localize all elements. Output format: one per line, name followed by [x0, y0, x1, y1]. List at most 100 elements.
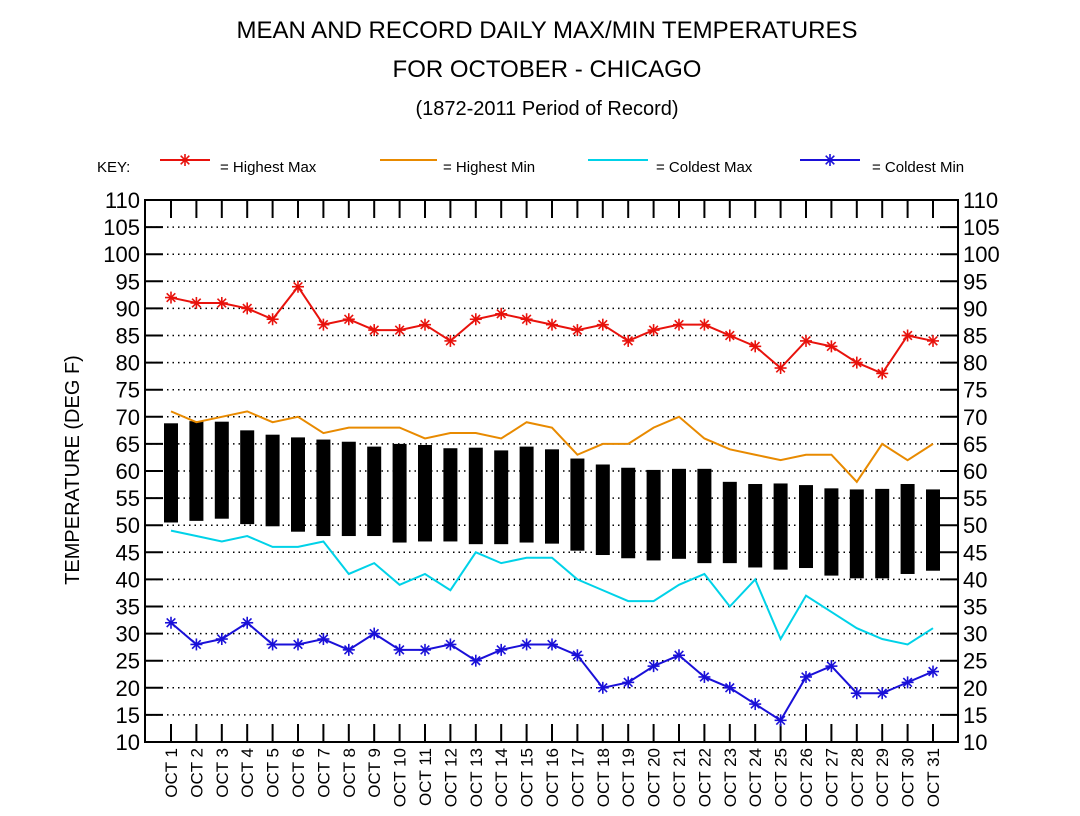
- y-tick-label-right: 85: [963, 324, 987, 349]
- y-tick-label-left: 80: [116, 351, 140, 376]
- star-marker: [419, 318, 431, 331]
- x-tick-label: OCT 7: [314, 748, 333, 798]
- series-line-highest-min: [170, 410, 934, 484]
- x-tick-label: OCT 28: [848, 748, 867, 807]
- star-marker: [444, 334, 457, 347]
- star-marker: [179, 154, 191, 166]
- y-tick-label-left: 30: [116, 622, 140, 647]
- star-marker: [190, 296, 203, 309]
- star-marker: [876, 687, 889, 700]
- y-tick-label-left: 100: [103, 242, 140, 267]
- star-marker: [215, 633, 228, 646]
- x-tick-label: OCT 26: [797, 748, 816, 807]
- star-marker: [469, 313, 482, 326]
- mean-range-bar: [849, 489, 864, 579]
- legend-key-label: KEY:: [97, 159, 130, 176]
- mean-range-bar: [621, 467, 636, 559]
- y-tick-label-right: 90: [963, 296, 987, 321]
- mean-range-bar: [773, 483, 788, 570]
- y-tick-label-right: 40: [963, 567, 987, 592]
- star-marker: [876, 367, 889, 380]
- legend-label: = Highest Max: [220, 159, 317, 176]
- y-tick-label-right: 110: [963, 188, 998, 213]
- x-tick-label: OCT 17: [568, 748, 587, 807]
- mean-range-bar: [824, 488, 839, 576]
- y-tick-label-right: 10: [963, 730, 987, 755]
- x-tick-label: OCT 25: [772, 748, 791, 807]
- y-tick-label-right: 55: [963, 486, 987, 511]
- star-marker: [850, 687, 863, 700]
- y-tick-label-left: 90: [116, 296, 140, 321]
- star-marker: [901, 676, 914, 689]
- x-tick-label: OCT 4: [238, 748, 257, 798]
- mean-range-bar: [316, 439, 331, 537]
- x-tick-label: OCT 16: [543, 748, 562, 807]
- y-tick-label-right: 80: [963, 351, 987, 376]
- star-marker: [647, 324, 660, 337]
- star-marker: [927, 334, 939, 347]
- star-marker: [571, 649, 584, 662]
- y-tick-label-right: 30: [963, 622, 987, 647]
- chart-period: (1872-2011 Period of Record): [415, 98, 678, 120]
- chart-title: MEAN AND RECORD DAILY MAX/MIN TEMPERATUR…: [237, 17, 858, 44]
- mean-range-bar: [367, 446, 382, 537]
- y-tick-label-left: 55: [116, 486, 140, 511]
- x-tick-label: OCT 30: [899, 748, 918, 807]
- series-line-coldest-max: [170, 529, 934, 646]
- y-tick-label-left: 65: [116, 432, 140, 457]
- x-tick-label: OCT 24: [746, 748, 765, 807]
- star-marker: [342, 313, 355, 326]
- x-tick-label: OCT 2: [187, 748, 206, 798]
- star-marker: [368, 324, 381, 337]
- star-marker: [825, 340, 838, 353]
- y-tick-label-right: 105: [963, 215, 1000, 240]
- x-tick-label: OCT 1: [162, 748, 181, 798]
- y-tick-label-right: 45: [963, 540, 987, 565]
- y-tick-label-left: 45: [116, 540, 140, 565]
- star-marker: [393, 324, 406, 337]
- mean-range-bar: [418, 444, 432, 542]
- chart-subtitle: FOR OCTOBER - CHICAGO: [393, 56, 702, 83]
- star-marker: [292, 638, 304, 651]
- star-marker: [622, 676, 635, 689]
- mean-range-bar: [519, 446, 534, 543]
- x-tick-label: OCT 8: [340, 748, 359, 798]
- star-marker: [368, 627, 381, 640]
- star-marker: [393, 643, 406, 656]
- legend-label: = Coldest Min: [872, 159, 964, 176]
- y-tick-label-right: 50: [963, 513, 987, 538]
- y-tick-label-right: 20: [963, 676, 987, 701]
- y-tick-label-left: 20: [116, 676, 140, 701]
- mean-range-bar: [595, 464, 610, 556]
- y-tick-label-left: 70: [116, 405, 140, 430]
- y-tick-label-left: 35: [116, 595, 140, 620]
- x-tick-label: OCT 29: [873, 748, 892, 807]
- star-marker: [495, 643, 508, 656]
- star-marker: [698, 318, 711, 331]
- x-tick-label: OCT 31: [924, 748, 943, 807]
- star-marker: [647, 660, 660, 673]
- y-tick-label-left: 95: [116, 269, 140, 294]
- y-tick-label-left: 85: [116, 324, 140, 349]
- mean-range-bar: [748, 484, 763, 568]
- mean-range-bar: [672, 468, 686, 559]
- x-tick-label: OCT 22: [695, 748, 714, 807]
- x-tick-label: OCT 10: [391, 748, 410, 807]
- star-marker: [469, 654, 482, 667]
- star-marker: [825, 660, 838, 673]
- star-marker: [520, 638, 533, 651]
- star-marker: [571, 324, 584, 337]
- star-marker: [190, 638, 203, 651]
- x-tick-label: OCT 15: [518, 748, 537, 807]
- mean-range-bar: [164, 423, 178, 523]
- star-marker: [165, 616, 177, 629]
- star-marker: [444, 638, 457, 651]
- mean-range-bar: [545, 449, 559, 544]
- y-tick-label-right: 75: [963, 378, 987, 403]
- x-tick-label: OCT 19: [619, 748, 638, 807]
- star-marker: [317, 318, 330, 331]
- x-tick-label: OCT 27: [822, 748, 841, 807]
- y-axis-label: TEMPERATURE (DEG F): [62, 355, 84, 585]
